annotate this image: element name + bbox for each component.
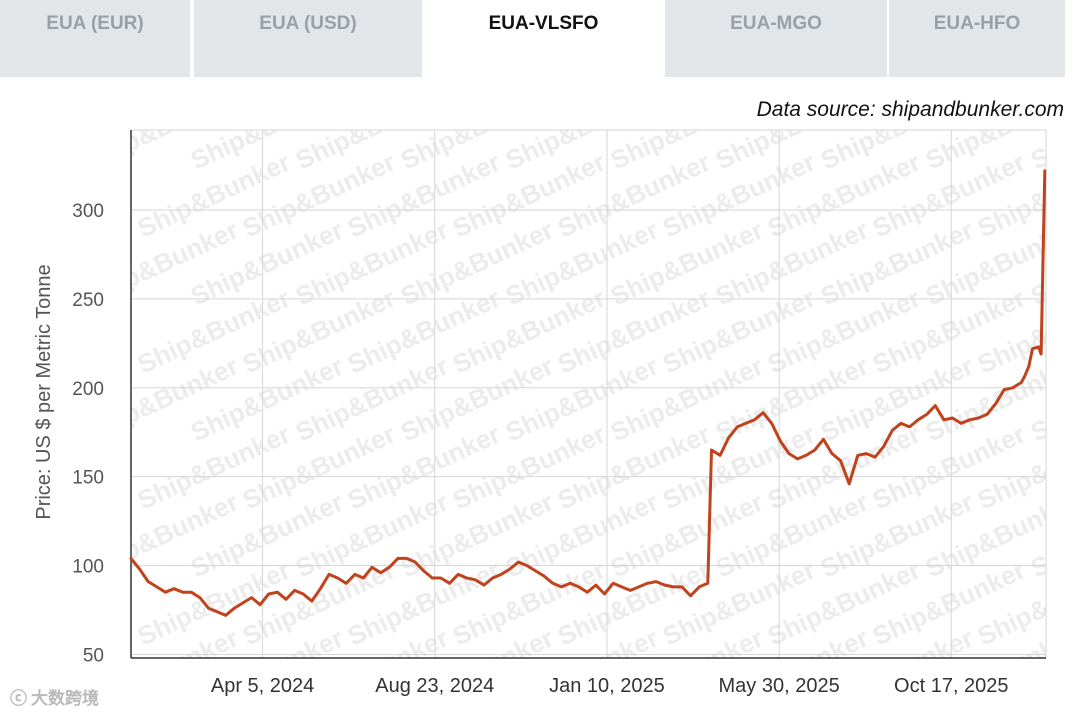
y-tick-label: 150 [72,468,104,489]
tab-eua-hfo[interactable]: EUA-HFO [889,0,1065,77]
axes [130,130,1046,659]
tab-eua-eur[interactable]: EUA (EUR) [0,0,190,77]
data-source-label: Data source: shipandbunker.com [756,98,1064,121]
y-tick-label: 200 [72,379,104,400]
tab-eua-vlsfo[interactable]: EUA-VLSFO [424,0,663,77]
axis-labels: 50 100 150 200 250 300 Apr 5, 2024 Aug 23, 2024… [33,201,1009,697]
x-tick-label: Jan 10, 2025 [549,675,665,697]
grid-lines [131,129,1047,658]
tab-eua-mgo[interactable]: EUA-MGO [665,0,887,77]
y-tick-label: 250 [72,290,104,311]
tab-bar: EUA (EUR) EUA (USD) EUA-VLSFO EUA-MGO EU… [0,0,1065,77]
watermark-text: Ship&Bunker [1026,623,1080,716]
y-tick-label: 50 [83,645,104,666]
x-tick-label: Apr 5, 2024 [211,675,314,697]
series-layer [129,169,1047,617]
tab-eua-usd[interactable]: EUA (USD) [194,0,422,77]
y-axis-title: Price: US $ per Metric Tonne [33,264,55,519]
bottom-watermark: ⓒ 大数跨境 [10,684,99,709]
watermark-logo-icon: ⓒ [10,689,27,708]
y-tick-label: 300 [72,201,104,222]
watermark-layer: Ship&BunkerShip&BunkerShip&BunkerShip&Bu… [131,79,1080,716]
y-tick-label: 100 [72,557,104,578]
x-tick-label: May 30, 2025 [719,675,840,697]
bottom-watermark-text: 大数跨境 [31,689,99,708]
watermark-text: Ship&Bunker [1026,79,1080,176]
series-line-vlsfo-eua [129,169,1047,617]
x-tick-label: Oct 17, 2025 [894,675,1009,697]
x-tick-label: Aug 23, 2024 [375,675,494,697]
